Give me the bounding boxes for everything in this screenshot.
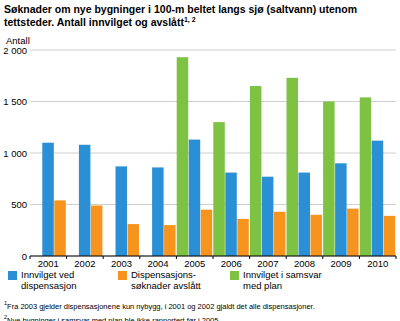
footnote: 1Fra 2003 gjelder dispensasjonene kun ny… bbox=[4, 298, 400, 312]
legend-swatch bbox=[118, 271, 127, 280]
x-tick bbox=[66, 256, 67, 259]
x-tick-label: 2009 bbox=[331, 258, 352, 269]
bar bbox=[262, 177, 274, 256]
y-tick-label: 0 bbox=[22, 251, 27, 262]
grid-line bbox=[30, 50, 396, 51]
bar bbox=[372, 141, 384, 256]
bar bbox=[54, 200, 66, 256]
bar bbox=[116, 166, 128, 256]
y-tick-label: 2 000 bbox=[3, 45, 27, 56]
footnote-marker: 2 bbox=[4, 314, 7, 320]
x-tick bbox=[30, 256, 31, 259]
legend-label: Innvilget ved dispensasjon bbox=[21, 269, 103, 291]
bar bbox=[201, 210, 213, 256]
footnote-marker: 1 bbox=[4, 300, 7, 306]
x-tick bbox=[213, 256, 214, 259]
x-tick bbox=[249, 256, 250, 259]
x-tick-label: 2001 bbox=[38, 258, 59, 269]
title: Søknader om nye bygninger i 100-m beltet… bbox=[4, 3, 396, 29]
bar bbox=[287, 78, 299, 256]
x-tick-label: 2010 bbox=[367, 258, 388, 269]
legend-label: Dispensasjons-søknader avslått bbox=[131, 269, 213, 291]
x-tick-label: 2005 bbox=[184, 258, 205, 269]
x-tick-label: 2007 bbox=[257, 258, 278, 269]
x-tick bbox=[359, 256, 360, 259]
bar bbox=[152, 167, 164, 256]
legend-swatch bbox=[230, 271, 239, 280]
footnote-text: Fra 2003 gjelder dispensasjonene kun nyb… bbox=[7, 302, 315, 311]
x-tick bbox=[103, 256, 104, 259]
bar bbox=[164, 225, 176, 256]
bar bbox=[79, 145, 91, 256]
bar bbox=[360, 97, 372, 256]
bar bbox=[225, 173, 237, 256]
x-tick bbox=[286, 256, 287, 259]
bars bbox=[42, 57, 395, 256]
legend-label: Innvilget i samsvar med plan bbox=[243, 269, 325, 291]
bar bbox=[42, 143, 54, 256]
bar bbox=[347, 209, 359, 256]
x-tick-label: 2004 bbox=[148, 258, 169, 269]
grid-line bbox=[30, 101, 396, 102]
title-superscript: 1, 2 bbox=[184, 16, 196, 23]
x-tick-label: 2006 bbox=[221, 258, 242, 269]
bar bbox=[128, 224, 140, 256]
y-tick-label: 500 bbox=[11, 199, 27, 210]
title-text: Søknader om nye bygninger i 100-m beltet… bbox=[4, 3, 357, 28]
bar bbox=[250, 86, 262, 256]
bar bbox=[274, 212, 286, 256]
bar bbox=[384, 216, 396, 256]
footnote-text: Nye bygninger i samsvar med plan ble ikk… bbox=[7, 315, 220, 321]
x-tick bbox=[139, 256, 140, 259]
bar bbox=[213, 122, 225, 256]
bar bbox=[335, 163, 347, 256]
x-tick-label: 2002 bbox=[74, 258, 95, 269]
x-tick-label: 2008 bbox=[294, 258, 315, 269]
legend-swatch bbox=[8, 271, 17, 280]
y-tick-label: 1 500 bbox=[3, 96, 27, 107]
x-tick bbox=[396, 256, 397, 259]
y-tick-label: 1 000 bbox=[3, 148, 27, 159]
bar bbox=[323, 102, 335, 257]
x-tick bbox=[322, 256, 323, 259]
x-tick bbox=[176, 256, 177, 259]
bar bbox=[299, 173, 311, 256]
bar bbox=[189, 140, 201, 256]
footnotes: 1Fra 2003 gjelder dispensasjonene kun ny… bbox=[4, 298, 400, 321]
bar bbox=[177, 57, 189, 256]
x-tick-label: 2003 bbox=[111, 258, 132, 269]
bar bbox=[91, 206, 103, 256]
footnote: 2Nye bygninger i samsvar med plan ble ik… bbox=[4, 312, 400, 321]
bar bbox=[311, 215, 323, 256]
bar bbox=[237, 219, 249, 256]
